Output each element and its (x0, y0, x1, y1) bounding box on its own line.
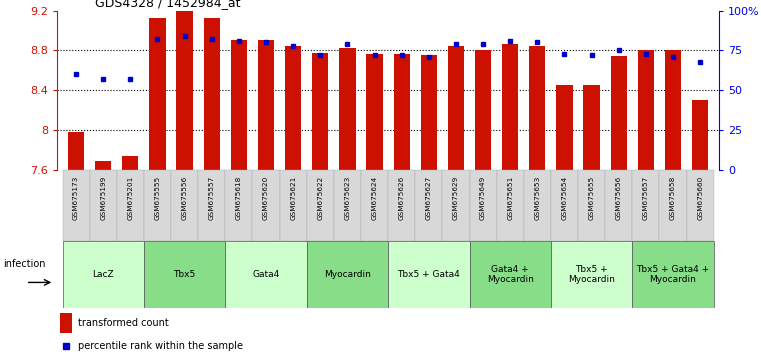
Bar (551, 241, 632, 308)
Text: GSM675656: GSM675656 (616, 176, 622, 220)
Text: Gata4 +
Myocardin: Gata4 + Myocardin (487, 265, 533, 284)
Bar (470, 241, 551, 308)
Bar (339, 48, 355, 170)
Bar (90, 170, 116, 241)
Bar (660, 170, 686, 241)
Bar (421, 56, 437, 170)
Bar (529, 46, 546, 170)
Bar (149, 18, 166, 170)
Bar (470, 170, 497, 241)
Bar (171, 170, 198, 241)
Bar (204, 18, 220, 170)
Text: GSM675658: GSM675658 (670, 176, 676, 220)
Bar (524, 170, 551, 241)
Text: GSM675649: GSM675649 (480, 176, 486, 220)
Text: Tbx5: Tbx5 (174, 270, 196, 279)
Text: GSM675557: GSM675557 (209, 176, 215, 220)
Text: percentile rank within the sample: percentile rank within the sample (78, 341, 244, 351)
Text: GSM675653: GSM675653 (534, 176, 540, 220)
Text: GSM675620: GSM675620 (263, 176, 269, 220)
Text: GSM675555: GSM675555 (154, 176, 161, 220)
Bar (334, 170, 361, 241)
Text: GSM675201: GSM675201 (127, 176, 133, 220)
Bar (62, 170, 90, 241)
Bar (551, 170, 578, 241)
Bar (475, 50, 491, 170)
Bar (312, 53, 329, 170)
Bar (632, 241, 714, 308)
Text: GSM675627: GSM675627 (426, 176, 431, 220)
Text: GSM675622: GSM675622 (317, 176, 323, 220)
Text: GSM675618: GSM675618 (236, 176, 242, 220)
Text: GSM675624: GSM675624 (371, 176, 377, 220)
Text: GSM675657: GSM675657 (643, 176, 649, 220)
Bar (665, 50, 681, 170)
Bar (307, 170, 334, 241)
Bar (393, 55, 410, 170)
Bar (578, 170, 605, 241)
Bar (416, 170, 442, 241)
Text: GSM675651: GSM675651 (508, 176, 513, 220)
Bar (692, 100, 708, 170)
Text: GSM675626: GSM675626 (399, 176, 405, 220)
Bar (632, 170, 660, 241)
Text: Tbx5 +
Myocardin: Tbx5 + Myocardin (568, 265, 615, 284)
Bar (361, 170, 388, 241)
Bar (231, 40, 247, 170)
Bar (60, 313, 72, 333)
Bar (442, 170, 470, 241)
Bar (497, 170, 524, 241)
Text: Tbx5 + Gata4: Tbx5 + Gata4 (397, 270, 460, 279)
Text: GSM675556: GSM675556 (182, 176, 188, 220)
Text: Gata4: Gata4 (253, 270, 279, 279)
Bar (123, 156, 139, 170)
Bar (686, 170, 714, 241)
Text: infection: infection (3, 259, 46, 269)
Bar (388, 170, 416, 241)
Text: GSM675655: GSM675655 (588, 176, 594, 220)
Bar (225, 170, 253, 241)
Bar (95, 161, 111, 170)
Text: Myocardin: Myocardin (324, 270, 371, 279)
Bar (258, 40, 274, 170)
Bar (285, 46, 301, 170)
Text: GSM675621: GSM675621 (290, 176, 296, 220)
Bar (144, 241, 225, 308)
Bar (177, 11, 193, 170)
Bar (388, 241, 470, 308)
Bar (253, 170, 279, 241)
Bar (62, 241, 144, 308)
Bar (116, 170, 144, 241)
Bar (556, 85, 572, 170)
Bar (584, 85, 600, 170)
Bar (279, 170, 307, 241)
Bar (502, 45, 518, 170)
Text: GDS4328 / 1452984_at: GDS4328 / 1452984_at (95, 0, 240, 9)
Text: GSM675654: GSM675654 (562, 176, 568, 220)
Text: GSM675660: GSM675660 (697, 176, 703, 220)
Bar (198, 170, 225, 241)
Bar (605, 170, 632, 241)
Text: GSM675629: GSM675629 (453, 176, 459, 220)
Bar (366, 55, 383, 170)
Text: Tbx5 + Gata4 +
Myocardin: Tbx5 + Gata4 + Myocardin (636, 265, 709, 284)
Text: GSM675199: GSM675199 (100, 176, 107, 220)
Bar (447, 46, 464, 170)
Text: GSM675623: GSM675623 (345, 176, 350, 220)
Bar (68, 132, 84, 170)
Text: GSM675173: GSM675173 (73, 176, 79, 220)
Bar (225, 241, 307, 308)
Text: LacZ: LacZ (92, 270, 114, 279)
Bar (610, 56, 627, 170)
Bar (638, 50, 654, 170)
Bar (307, 241, 388, 308)
Text: transformed count: transformed count (78, 318, 169, 328)
Bar (144, 170, 171, 241)
